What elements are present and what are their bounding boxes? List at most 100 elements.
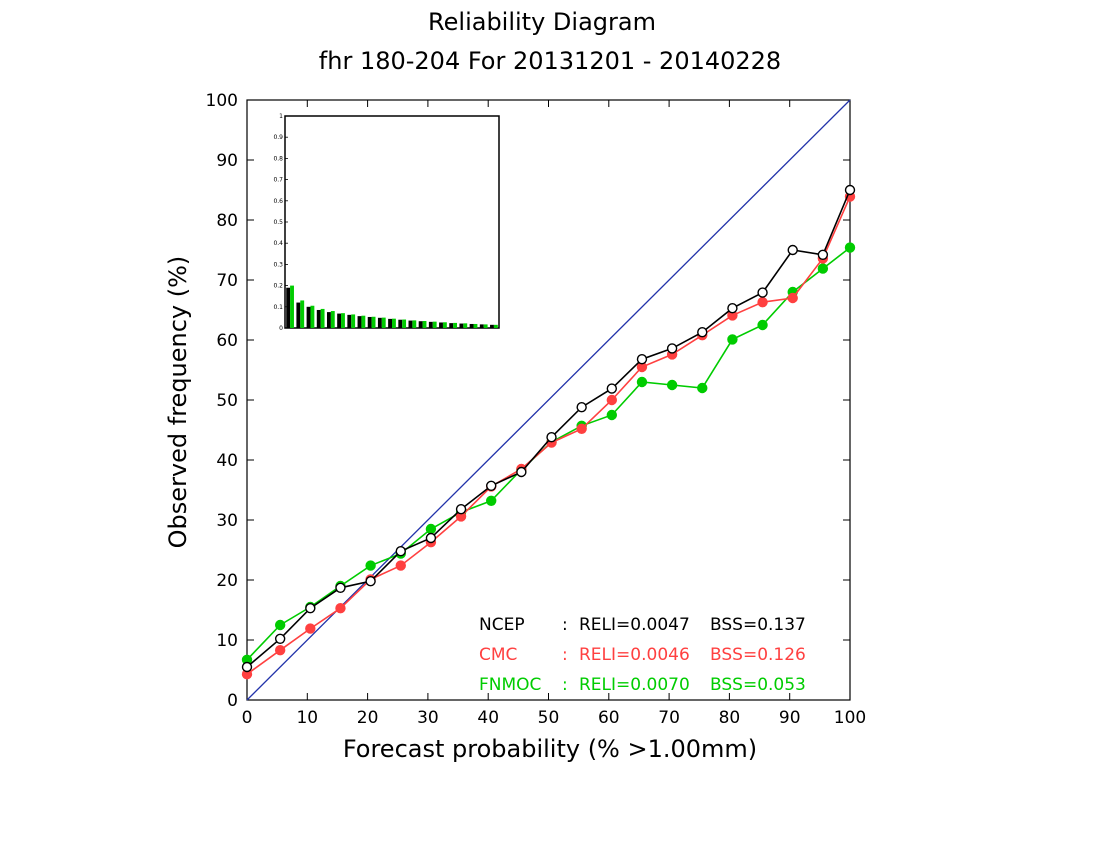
- fnmoc-point: [817, 263, 829, 274]
- ncep-inset-bar: [418, 321, 423, 328]
- fnmoc-inset-bar: [330, 311, 335, 328]
- inset-y-tick-label: 0.5: [273, 219, 283, 226]
- x-tick-label: 10: [296, 708, 318, 728]
- ncep-point: [576, 402, 587, 413]
- fnmoc-legend-model: FNMOC: [479, 675, 541, 695]
- fnmoc-inset-bar: [351, 314, 356, 328]
- chart-subtitle: fhr 180-204 For 20131201 - 20140228: [319, 47, 781, 75]
- ncep-inset-bar: [286, 287, 291, 328]
- diagonal-line: [246, 99, 851, 701]
- ncep-inset-bar: [377, 317, 382, 328]
- inset-y-tick-label: 0.6: [273, 198, 283, 205]
- ncep-point: [395, 546, 406, 557]
- ncep-inset-bar: [337, 313, 342, 328]
- ncep-inset-bar: [398, 319, 403, 328]
- inset-y-tick-label: 0.8: [273, 155, 283, 162]
- inset-y-tick-label: 0.3: [273, 261, 283, 268]
- ncep-point: [486, 480, 497, 491]
- inset-y-tick-label: 0.2: [273, 283, 283, 290]
- fnmoc-inset-bar: [442, 322, 447, 328]
- inset-y-tick-label: 0.9: [273, 134, 283, 141]
- fnmoc-inset-bar: [453, 322, 458, 328]
- fnmoc-inset-bar: [402, 319, 407, 328]
- x-tick-label: 30: [417, 708, 439, 728]
- inset-y-tick-label: 0: [279, 325, 283, 332]
- fnmoc-legend-sep: :: [562, 675, 568, 695]
- x-axis-label: Forecast probability (% >1.00mm): [343, 735, 757, 763]
- y-tick-label: 30: [216, 511, 238, 531]
- y-tick-label: 20: [216, 571, 238, 591]
- fnmoc-inset-bar: [310, 305, 315, 328]
- ncep-point: [425, 532, 437, 544]
- ncep-inset-bar: [316, 309, 321, 328]
- fnmoc-inset-bar: [320, 308, 325, 328]
- y-tick-label: 80: [216, 211, 238, 231]
- x-tick-label: 50: [538, 708, 560, 728]
- ncep-inset-bar: [469, 323, 474, 328]
- ncep-inset-bar: [296, 302, 301, 328]
- ncep-inset-bar: [428, 321, 433, 328]
- cmc-legend-reli: RELI=0.0046: [579, 645, 690, 665]
- fnmoc-legend-bss: BSS=0.053: [710, 675, 806, 695]
- inset-y-tick-label: 1: [279, 113, 283, 120]
- x-tick-label: 80: [719, 708, 741, 728]
- x-tick-label: 90: [779, 708, 801, 728]
- ncep-inset-bar: [326, 312, 331, 328]
- cmc-point: [335, 603, 346, 614]
- x-tick-label: 40: [477, 708, 499, 728]
- ncep-point: [455, 504, 467, 515]
- fnmoc-inset-bar: [300, 300, 305, 328]
- fnmoc-inset-bar: [422, 321, 427, 328]
- ncep-inset-bar: [449, 323, 454, 328]
- y-tick-label: 60: [216, 331, 238, 351]
- ncep-inset-bar: [357, 316, 362, 328]
- ncep-inset-bar: [367, 316, 372, 328]
- fnmoc-point: [425, 523, 437, 535]
- ncep-inset-bar: [439, 322, 443, 328]
- fnmoc-point: [274, 619, 286, 631]
- ncep-inset-bar: [408, 320, 413, 328]
- axis-ticks: 0 10 20 30 40 50 60 70 80 90 100010203040506070809…: [206, 91, 867, 728]
- fnmoc-inset-bar: [412, 320, 417, 328]
- x-tick-label: 0: [242, 708, 253, 728]
- inset-y-tick-label: 0.1: [273, 304, 283, 311]
- ncep-point: [666, 343, 678, 354]
- chart-title: Reliability Diagram: [428, 8, 656, 36]
- ncep-legend-sep: :: [562, 615, 568, 635]
- fnmoc-inset-bar: [341, 313, 345, 328]
- cmc-point: [395, 560, 406, 571]
- ncep-inset-bar: [388, 318, 392, 328]
- x-tick-label: 100: [834, 708, 866, 728]
- cmc-legend-bss: BSS=0.126: [710, 645, 806, 665]
- ncep-point: [305, 603, 316, 614]
- perfect-reliability-line: [246, 99, 851, 701]
- fnmoc-inset-bar: [493, 324, 498, 328]
- y-tick-label: 50: [216, 391, 238, 411]
- y-tick-label: 100: [206, 91, 238, 111]
- y-tick-label: 90: [216, 151, 238, 171]
- stats-legend: NCEP: RELI=0.0047 BSS=0.137 CMC: RELI=0.0046…: [479, 615, 806, 695]
- y-tick-label: 0: [227, 691, 238, 711]
- cmc-legend-model: CMC: [479, 645, 517, 665]
- fnmoc-legend-reli: RELI=0.0070: [579, 675, 690, 695]
- fnmoc-inset-bar: [361, 315, 366, 328]
- x-tick-label: 20: [357, 708, 379, 728]
- fnmoc-point: [727, 334, 738, 345]
- ncep-point: [546, 432, 557, 443]
- ncep-inset-bar: [306, 306, 311, 328]
- fnmoc-point: [757, 319, 768, 331]
- x-tick-label: 60: [598, 708, 620, 728]
- ncep-point: [697, 327, 708, 338]
- ncep-inset-bar: [459, 323, 464, 328]
- cmc-legend-sep: :: [562, 645, 568, 665]
- ncep-point: [274, 633, 286, 644]
- y-tick-label: 40: [216, 451, 238, 471]
- fnmoc-inset-bar: [371, 316, 376, 328]
- cmc-point: [274, 645, 286, 656]
- ncep-inset-bar: [347, 314, 352, 328]
- ncep-point: [844, 184, 856, 196]
- cmc-point: [757, 297, 768, 308]
- series-group: [241, 184, 856, 680]
- fnmoc-point: [636, 376, 648, 388]
